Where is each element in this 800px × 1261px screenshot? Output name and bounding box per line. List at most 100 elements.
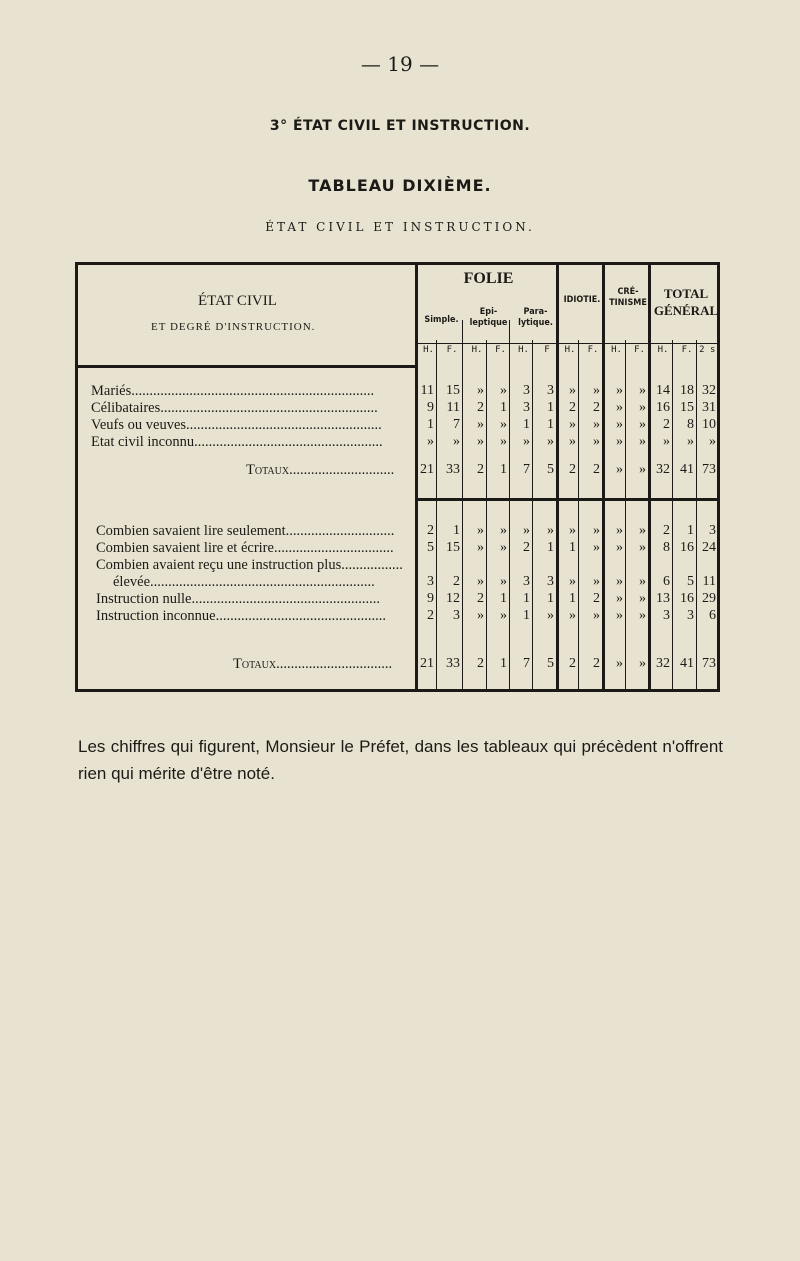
table-cell: 3	[663, 608, 670, 623]
column-rule	[696, 340, 697, 689]
table-cell: 1	[500, 400, 507, 415]
totals-label: Totaux................................	[233, 656, 393, 673]
group-idiotie: IDIOTIE.	[563, 295, 601, 305]
group-folie: FOLIE	[463, 270, 514, 287]
table-cell: »	[616, 656, 623, 671]
row-label: Mariés..................................…	[91, 383, 375, 400]
table-cell: 16	[680, 540, 694, 555]
stub-header-subtitle: ET DEGRÉ D'INSTRUCTION.	[151, 321, 316, 333]
table-cell: 2	[569, 462, 576, 477]
table-cell: »	[639, 400, 646, 415]
table-cell: 21	[420, 656, 434, 671]
table-cell: »	[616, 434, 623, 449]
table-cell: 7	[523, 462, 530, 477]
table-cell: 73	[702, 462, 716, 477]
table-cell: 18	[680, 383, 694, 398]
table-cell: 1	[547, 417, 554, 432]
table-cell: »	[547, 608, 554, 623]
leader-dots: ........................................…	[160, 400, 378, 416]
table-cell: 2	[427, 523, 434, 538]
table-cell: 2	[663, 417, 670, 432]
table-cell: 11	[446, 400, 460, 415]
table-cell: 1	[500, 462, 507, 477]
table-cell: »	[477, 523, 484, 538]
group-cretinisme: CRÉ- TINISME	[609, 287, 647, 308]
table-cell: 33	[446, 656, 460, 671]
row-label: Etat civil inconnu......................…	[91, 434, 383, 451]
data-table: ÉTAT CIVIL ET DEGRÉ D'INSTRUCTION. FOLIE Si…	[75, 262, 721, 692]
table-cell: »	[500, 434, 507, 449]
sex-header: F.	[681, 345, 693, 355]
table-cell: 5	[687, 574, 694, 589]
column-rule	[532, 340, 533, 689]
table-cell: 3	[427, 574, 434, 589]
table-cell: 12	[446, 591, 460, 606]
table-cell: »	[593, 383, 600, 398]
leader-dots: ........................................…	[186, 417, 382, 433]
row-label: Instruction nulle.......................…	[96, 591, 380, 608]
table-cell: 29	[702, 591, 716, 606]
table-cell: 15	[446, 540, 460, 555]
totals-label: Totaux.............................	[246, 462, 395, 479]
table-cell: 2	[663, 523, 670, 538]
table-cell: 2	[477, 462, 484, 477]
column-rule	[625, 340, 626, 689]
row-label: Veufs ou veuves.........................…	[91, 417, 382, 434]
table-cell: 2	[453, 574, 460, 589]
table-cell: »	[547, 434, 554, 449]
table-cell: 1	[453, 523, 460, 538]
column-rule	[648, 265, 651, 689]
table-cell: 1	[569, 540, 576, 555]
table-cell: »	[639, 591, 646, 606]
table-cell: 10	[702, 417, 716, 432]
table-cell: 7	[523, 656, 530, 671]
table-cell: 1	[523, 608, 530, 623]
leader-dots: ........................................…	[131, 383, 375, 399]
table-cell: »	[500, 608, 507, 623]
leader-dots: ........................................…	[150, 574, 375, 590]
table-cell: »	[569, 523, 576, 538]
table-cell: »	[639, 434, 646, 449]
table-cell: 8	[687, 417, 694, 432]
row-label: Combien savaient lire seulement.........…	[96, 523, 395, 540]
column-rule	[415, 265, 418, 689]
table-cell: »	[616, 417, 623, 432]
table-cell: 2	[593, 462, 600, 477]
row-label: Célibataires............................…	[91, 400, 378, 417]
table-cell: 1	[547, 591, 554, 606]
sex-header: 2 s.	[699, 345, 721, 355]
table-cell: 1	[547, 540, 554, 555]
row-label: Instruction inconnue....................…	[96, 608, 386, 625]
page-number: — 19 —	[360, 52, 440, 76]
table-cell: 2	[427, 608, 434, 623]
table-cell: 2	[569, 656, 576, 671]
table-cell: »	[639, 462, 646, 477]
table-cell: »	[616, 523, 623, 538]
table-cell: »	[616, 462, 623, 477]
sex-header: F.	[587, 345, 599, 355]
sex-header: H.	[423, 345, 434, 355]
table-cell: 2	[477, 656, 484, 671]
table-cell: 3	[453, 608, 460, 623]
sex-header: H.	[657, 345, 669, 355]
table-cell: 1	[500, 591, 507, 606]
table-cell: »	[616, 591, 623, 606]
table-cell: 1	[523, 417, 530, 432]
header-rule	[418, 343, 718, 344]
table-cell: 2	[593, 591, 600, 606]
table-title: TABLEAU DIXIÈME.	[308, 176, 492, 195]
table-cell: »	[500, 574, 507, 589]
table-cell: 2	[477, 400, 484, 415]
table-cell: »	[477, 434, 484, 449]
table-cell: »	[616, 608, 623, 623]
column-rule	[602, 265, 605, 689]
sex-header: H.	[564, 345, 576, 355]
table-cell: »	[569, 383, 576, 398]
table-cell: 3	[523, 400, 530, 415]
sex-header: H.	[471, 345, 483, 355]
table-cell: »	[569, 574, 576, 589]
table-cell: »	[453, 434, 460, 449]
table-cell: »	[569, 608, 576, 623]
table-cell: 1	[500, 656, 507, 671]
